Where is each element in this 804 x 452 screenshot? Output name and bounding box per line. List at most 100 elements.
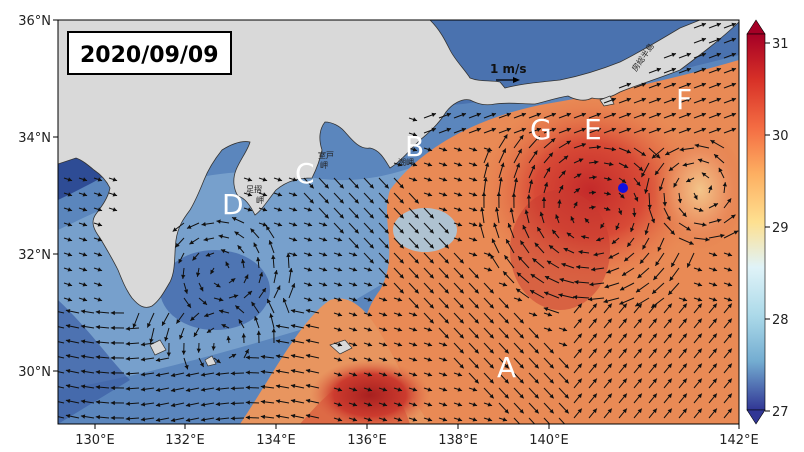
vector-head: [291, 283, 296, 288]
vector-head: [446, 127, 451, 132]
vector-head: [504, 379, 509, 384]
vector-head: [524, 209, 529, 214]
vector-head: [689, 240, 694, 245]
colorbar-top-extend: [746, 19, 766, 35]
vector-head: [716, 127, 721, 132]
lat-tick-label: 36°N: [18, 14, 51, 29]
vector-head: [367, 372, 373, 377]
place-shiono: 潮岬: [398, 157, 414, 167]
vector-head: [534, 424, 538, 428]
vector-head: [504, 409, 509, 414]
vector-shaft: [543, 417, 551, 424]
vector-head: [581, 235, 586, 240]
vector-head: [65, 354, 71, 359]
vector-head: [566, 127, 571, 132]
vector-head: [203, 237, 208, 242]
vector-head: [727, 267, 733, 272]
vector-head: [682, 333, 687, 339]
vector-head: [701, 22, 706, 27]
vector-head: [712, 297, 718, 302]
vector-head: [472, 147, 478, 152]
vector-head: [186, 303, 191, 308]
vector-head: [369, 229, 374, 234]
vector-shaft: [58, 341, 65, 344]
vector-head: [472, 222, 478, 227]
vector-head: [140, 357, 146, 362]
colorbar-tick-label: 31: [772, 37, 789, 52]
vector-head: [412, 372, 418, 377]
vector-head: [457, 237, 463, 242]
vector-head: [519, 364, 524, 369]
vector-head: [637, 318, 642, 324]
vector-head: [652, 363, 657, 369]
vector-head: [611, 97, 616, 102]
vector-head: [547, 327, 553, 332]
vector-head: [667, 348, 672, 354]
vector-head: [550, 138, 556, 143]
vector-head: [397, 402, 403, 407]
vector-head: [382, 312, 388, 317]
vector-head: [254, 316, 259, 321]
vector-head: [185, 402, 191, 408]
vector-head: [232, 217, 237, 222]
vector-head: [618, 210, 623, 215]
vector-head: [431, 127, 436, 132]
vector-head: [611, 239, 617, 244]
vector-head: [697, 158, 703, 163]
scale-reference: 1 m/s: [490, 62, 527, 83]
vector-head: [196, 348, 201, 353]
vector-head: [412, 402, 418, 407]
vector-head: [686, 52, 691, 57]
vector-head: [530, 290, 535, 295]
vector-head: [457, 147, 463, 152]
vector-head: [384, 184, 389, 189]
vector-head: [339, 184, 344, 189]
vector-head: [112, 192, 118, 197]
vector-head: [607, 176, 612, 181]
vector-head: [241, 333, 246, 338]
vector-head: [290, 398, 296, 404]
vector-head: [727, 318, 732, 324]
vector-head: [199, 362, 204, 367]
vector-head: [204, 313, 209, 318]
vector-head: [67, 252, 73, 257]
vector-head: [712, 318, 717, 324]
vector-head: [578, 158, 584, 163]
eddy-f-core: [655, 130, 739, 250]
vector-head: [531, 165, 536, 170]
vector-head: [176, 319, 181, 324]
vector-head: [290, 368, 296, 374]
vector-head: [576, 264, 581, 270]
vector-head: [290, 323, 296, 329]
vector-head: [701, 82, 706, 87]
vector-head: [577, 333, 582, 339]
vector-head: [260, 384, 266, 390]
vector-head: [611, 147, 616, 152]
vector-head: [607, 393, 612, 399]
vector-head: [562, 342, 568, 347]
vector-head: [140, 402, 146, 407]
vector-head: [251, 301, 256, 307]
vector-head: [51, 324, 55, 328]
vector-head: [412, 162, 418, 167]
vector-head: [292, 222, 298, 227]
vector-head: [80, 324, 86, 329]
vector-head: [233, 294, 239, 299]
vector-head: [414, 259, 419, 264]
vector-head: [498, 177, 503, 182]
vector-head: [429, 259, 434, 264]
vector-head: [607, 303, 612, 309]
vector-head: [507, 223, 512, 228]
vector-head: [504, 394, 509, 399]
vector-head: [382, 357, 388, 362]
vector-head: [589, 282, 594, 287]
vector-head: [427, 387, 433, 392]
vector-head: [397, 387, 403, 392]
vector-head: [682, 363, 687, 369]
vector-head: [322, 297, 328, 302]
vector-head: [352, 342, 358, 347]
vector-head: [557, 199, 562, 204]
vector-head: [666, 216, 671, 221]
vector-head: [626, 112, 631, 117]
vector-head: [216, 283, 221, 288]
